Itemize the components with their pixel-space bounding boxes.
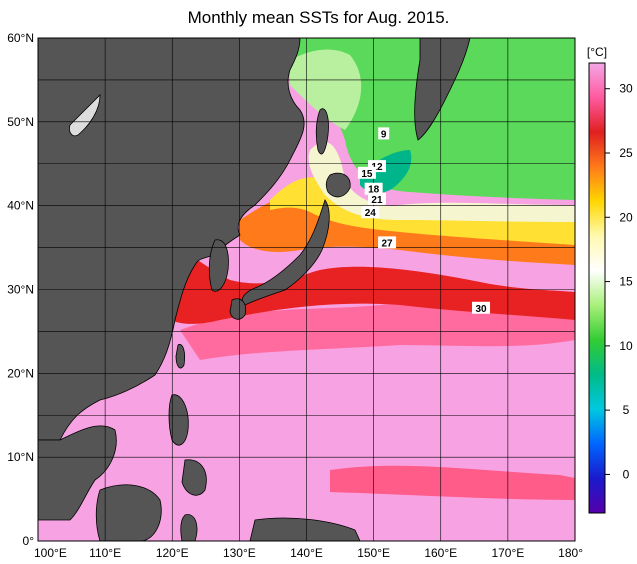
land-korea: [208, 239, 229, 292]
longitude-label: 140°E: [290, 546, 323, 560]
map-title: Monthly mean SSTs for Aug. 2015.: [187, 8, 450, 27]
longitude-label: 150°E: [357, 546, 390, 560]
longitude-label: 120°E: [156, 546, 189, 560]
land-taiwan: [175, 344, 186, 369]
land-luzon: [168, 394, 189, 446]
colorbar-bar: [588, 62, 606, 514]
longitude-label: 180°: [558, 546, 583, 560]
isotherm-label-box: [367, 192, 386, 205]
land-masses: [38, 38, 471, 541]
colorbar-tick-label: 0: [623, 467, 630, 481]
ocean-yellow-band: [270, 177, 575, 245]
latitude-label: 30°N: [7, 283, 34, 297]
land-hokkaido: [325, 172, 351, 198]
land-new-guinea: [249, 517, 361, 541]
longitude-labels: 100°E 110°E 120°E 130°E 140°E 150°E 160°E 170°E…: [34, 546, 583, 560]
isotherm-label: 9: [378, 127, 390, 140]
ocean-pale-band: [308, 141, 575, 222]
isotherm-label-box: [378, 236, 397, 249]
colorbar-tick-label: 30: [619, 82, 633, 96]
isotherm-label-text: 24: [365, 208, 377, 219]
latitude-label: 60°N: [7, 31, 34, 45]
longitude-label: 110°E: [89, 546, 121, 560]
longitude-label: 130°E: [223, 546, 256, 560]
latitude-label: 50°N: [7, 115, 34, 129]
isotherm-label-box: [357, 166, 376, 179]
latitude-label: 10°N: [7, 450, 34, 464]
isotherm-label-box: [378, 127, 390, 140]
land-mindanao: [181, 459, 207, 496]
longitude-label: 160°E: [424, 546, 457, 560]
map-plot-area: [38, 38, 575, 541]
colorbar-tick-label: 25: [619, 146, 633, 160]
latitude-label: 20°N: [7, 366, 34, 380]
isotherm-label-text: 21: [371, 195, 383, 206]
longitude-label: 170°E: [491, 546, 524, 560]
colorbar-tick-label: 15: [619, 275, 633, 289]
isotherm-label-box: [472, 301, 491, 314]
ocean-okhotsk: [290, 49, 362, 130]
latitude-label: 0°: [23, 534, 35, 548]
isotherm-label-text: 30: [475, 304, 487, 315]
land-small-island: [69, 94, 101, 137]
land-sakhalin: [315, 108, 329, 155]
land-sulawesi: [180, 514, 198, 541]
isotherm-label-text: 15: [361, 169, 373, 180]
latitude-labels: 60°N 50°N 40°N 30°N 20°N 10°N 0°: [7, 31, 34, 548]
ocean-equatorial-strip: [330, 465, 575, 500]
isotherm-label: 24: [361, 206, 380, 219]
isotherm-label-text: 12: [371, 162, 383, 173]
isotherm-label-text: 27: [381, 238, 393, 249]
isotherm-label-box: [361, 206, 380, 219]
longitude-label: 100°E: [34, 546, 67, 560]
isotherm-label-text: 9: [381, 129, 387, 140]
colorbar-unit: [°C]: [587, 45, 607, 59]
isotherm-label: 21: [367, 192, 386, 206]
land-kamchatka: [414, 38, 471, 141]
land-borneo: [95, 484, 162, 541]
land-asia-mainland: [38, 38, 305, 441]
colorbar-ticks: 30 25 20 15 10 5 0: [605, 82, 633, 481]
ocean-kuroshio-zone: [150, 247, 575, 324]
latitude-label: 40°N: [7, 199, 34, 213]
colorbar-tick-label: 20: [619, 210, 633, 224]
land-kyushu: [229, 298, 247, 320]
graticule: [38, 38, 575, 541]
map-frame: [37, 37, 576, 542]
isotherm-label: 30: [472, 301, 491, 315]
isotherm-label: 18: [364, 182, 383, 196]
colorbar-tick-label: 10: [619, 339, 633, 353]
colorbar: [°C] 30 25 20 15 10 5 0: [587, 45, 633, 514]
isotherm-label-text: 18: [368, 185, 380, 196]
land-indochina: [38, 425, 117, 521]
isotherm-label-box: [364, 182, 383, 195]
colorbar-tick-label: 5: [623, 403, 630, 417]
isotherm-label: 15: [357, 166, 376, 180]
isotherm-label: 27: [378, 236, 397, 249]
